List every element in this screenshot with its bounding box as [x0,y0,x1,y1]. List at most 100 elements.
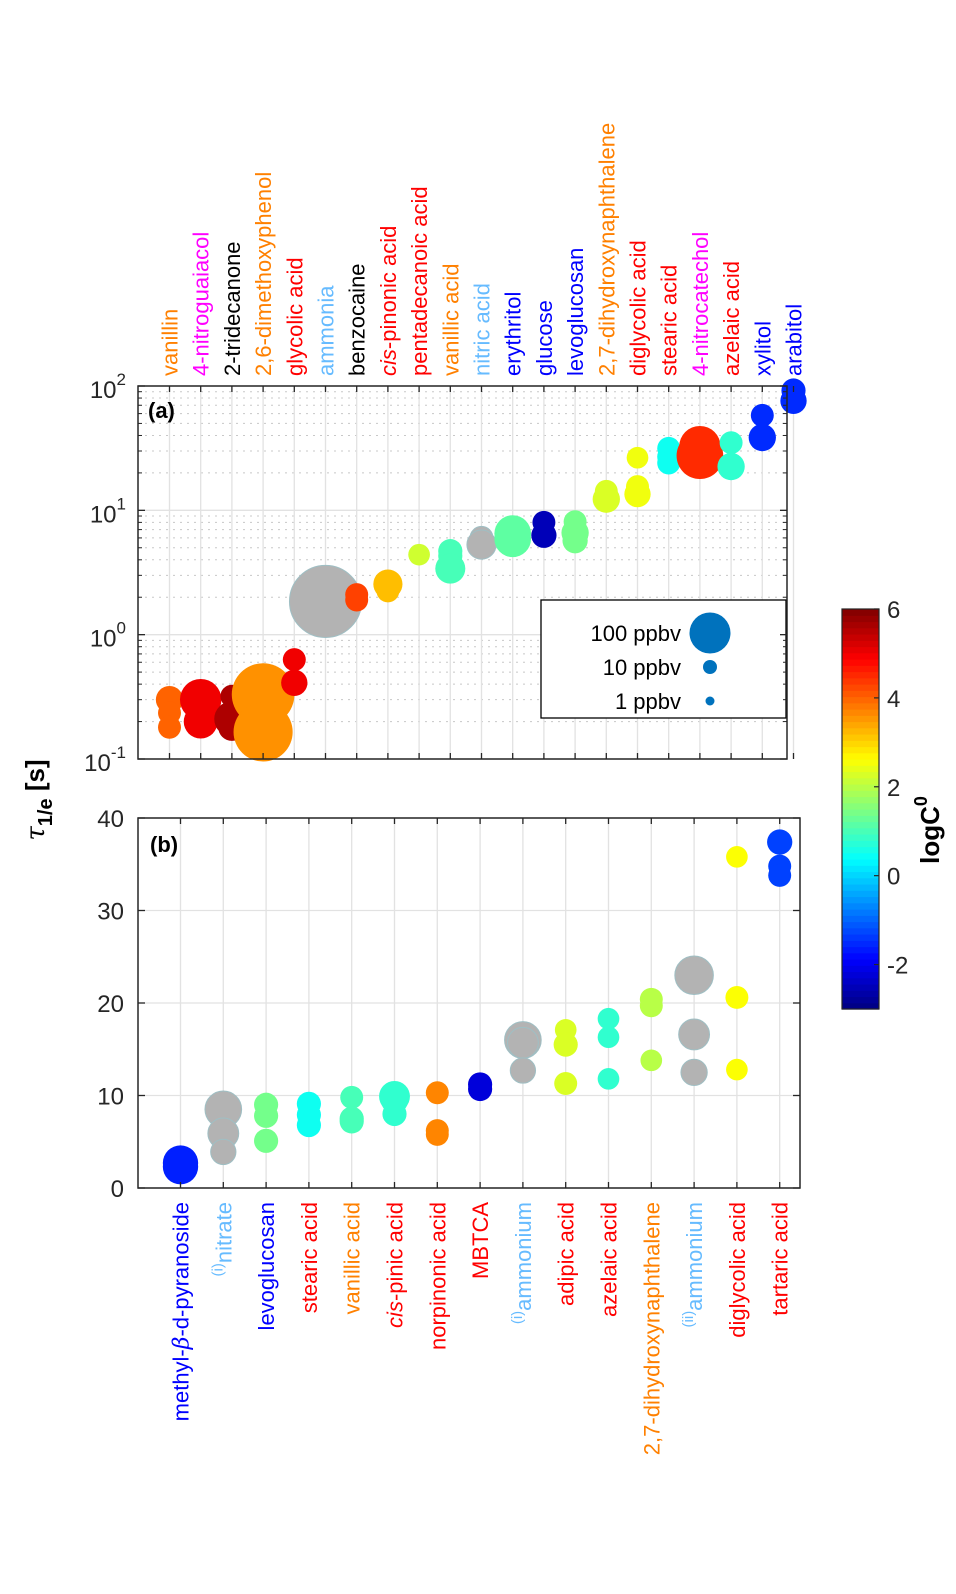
data-point [296,1113,321,1138]
data-point [597,1007,620,1030]
data-point [531,522,557,548]
data-point [425,1122,449,1146]
data-point [435,553,466,584]
colorbar-segment [842,959,879,966]
colorbar-tick-label: 6 [887,597,900,624]
colorbar-title: logC0 [911,796,945,864]
y-tick-label: 100 [90,619,126,653]
colorbar-segment [842,665,879,673]
data-point [640,1049,663,1072]
data-point [382,1101,407,1127]
panel-a-y-tick-labels: 10-1 100 101 102 [84,370,126,777]
category-label-top: nitric acid [470,283,495,376]
colorbar-segment [842,890,879,898]
colorbar-segment [842,952,879,960]
category-label-bottom: stearic acid [297,1202,322,1313]
category-label-top: arabitol [782,304,807,376]
colorbar-segment [842,646,879,654]
data-point [340,1085,364,1109]
y-tick-label: 10-1 [84,743,126,777]
colorbar-segment [842,752,879,760]
colorbar-segment [842,865,879,873]
colorbar-tick-label: -2 [887,953,908,980]
category-label-top: 2,7-dihydroxynaphthalene [594,123,619,376]
category-label-top: erythritol [501,292,526,376]
colorbar-segment [842,765,879,773]
colorbar-segment [842,859,879,866]
colorbar-segment [842,902,879,910]
data-point [466,529,497,560]
data-point [158,715,181,739]
colorbar-segment [842,671,879,679]
data-point [674,955,714,996]
colorbar-segment [842,846,879,854]
data-point [506,1026,539,1059]
colorbar-segment [842,746,879,754]
data-point [281,669,308,696]
y-tick-label: 10 [97,1084,124,1111]
data-point [183,704,218,739]
data-point [345,588,369,612]
category-label-bottom: MBTCA [468,1202,493,1279]
panel-b-y-tick-labels: 0 10 20 30 40 [97,806,124,1203]
colorbar-segment [842,634,879,641]
data-point [254,1103,279,1128]
legend-marker [703,660,717,674]
panel-a-axes-frame [137,385,788,760]
y-tick-label: 40 [97,806,124,833]
data-point [233,702,293,762]
category-label-bottom: (ii)ammonium [680,1202,707,1327]
data-point [597,1026,620,1049]
data-point [282,648,306,672]
category-label-bottom: 2,7-dihydroxynaphthalene [639,1202,664,1455]
colorbar-segment [842,921,879,929]
y-tick-label: 30 [97,899,124,926]
category-label-top: glucose [532,300,557,376]
colorbar-segment [842,721,879,729]
data-point [562,528,588,554]
panel-a-label: (a) [148,398,175,423]
y-tick-label: 102 [90,370,126,404]
y-tick-label: 0 [111,1176,124,1203]
category-label-top: benzocaine [345,263,370,376]
colorbar-segment [842,715,879,723]
panel-b-category-labels: methyl-β-d-pyranoside (i)nitrate levogluco… [169,1202,793,1456]
colorbar-segment [842,827,879,835]
category-label-bottom: cis-pinic acid [383,1202,408,1328]
category-label-top: stearic acid [657,265,682,376]
category-label-top: levoglucosan [563,248,588,376]
category-label-top: ammonia [314,285,339,376]
legend-label: 1 ppbv [615,689,681,714]
data-point [726,1058,748,1081]
y-tick-label: 101 [90,494,126,528]
colorbar-segment [842,840,879,848]
panel-a-category-labels: vanillin 4-nitroguaiacol 2-tridecanone 2,6-… [158,123,807,376]
colorbar-segment [842,896,879,904]
colorbar-segment [842,759,879,766]
colorbar-segment [842,771,879,779]
legend-label: 100 ppbv [590,621,681,646]
colorbar-segment [842,659,879,666]
category-label-bottom: methyl-β-d-pyranoside [169,1202,195,1421]
panel-a: 100 ppbv 10 ppbv 1 ppbv 10-1 100 101 102 vani… [84,123,807,777]
colorbar-segment [842,915,879,923]
colorbar-segment [842,990,879,998]
data-point [468,1076,493,1102]
colorbar-segment [842,734,879,741]
data-point [750,403,774,427]
category-label-top: cis-pinonic acid [376,226,401,376]
colorbar-tick-label: 0 [887,864,900,891]
colorbar-segment [842,884,879,891]
category-label-top: 4-nitrocatechol [688,232,713,376]
data-point [676,432,724,480]
panel-b: 0 10 20 30 40 methyl-β-d-pyranoside (i)nitrat… [97,806,801,1456]
data-point [162,1149,199,1185]
data-point [680,1058,708,1087]
legend-box [540,599,787,719]
category-label-bottom: (i)ammonium [509,1202,536,1324]
data-point [768,863,792,887]
data-point [494,520,532,558]
colorbar-segment [842,965,879,973]
category-label-bottom: levoglucosan [254,1202,279,1330]
colorbar-segment [842,652,879,660]
